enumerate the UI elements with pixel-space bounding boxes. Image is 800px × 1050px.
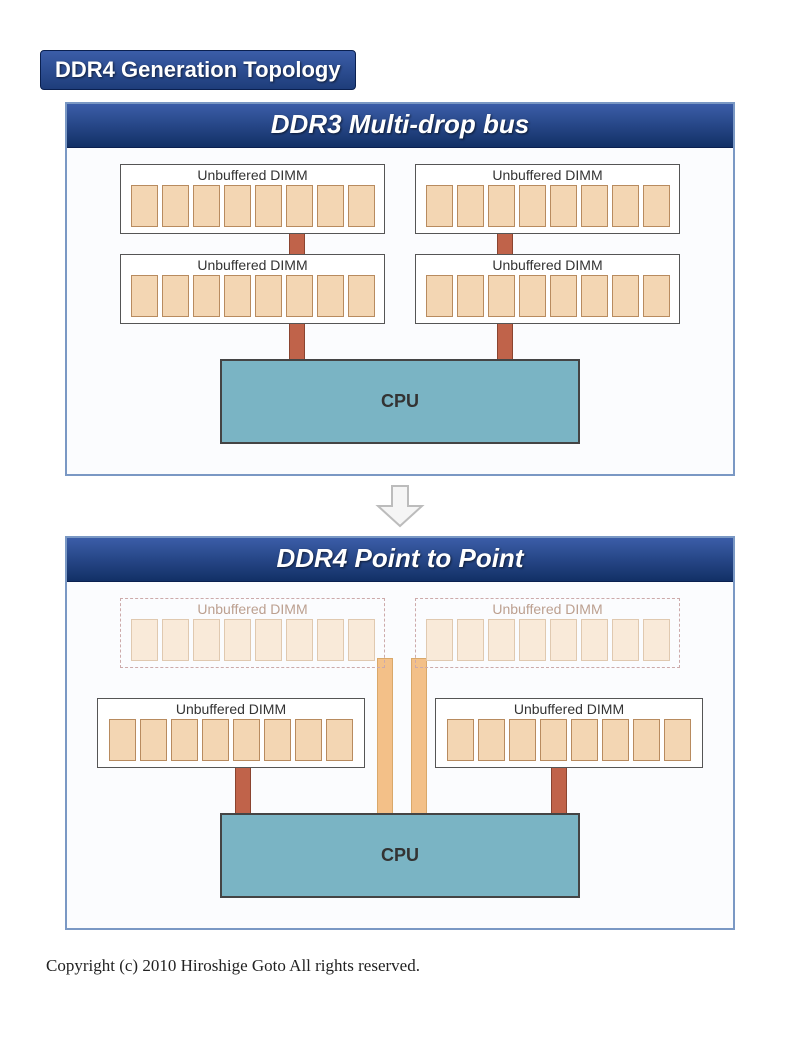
dimm-solid-right: Unbuffered DIMM	[435, 698, 703, 768]
panel2-body: Unbuffered DIMM Unbuffered DIMM Unbuffer…	[67, 598, 733, 898]
dimm-label: Unbuffered DIMM	[492, 167, 602, 183]
dimm-label: Unbuffered DIMM	[492, 257, 602, 273]
panel-ddr3: DDR3 Multi-drop bus Unbuffered DIMM Unbu…	[65, 102, 735, 476]
cpu-ddr4: CPU	[220, 813, 580, 898]
dimm-label: Unbuffered DIMM	[492, 601, 602, 617]
dimm-solid-left: Unbuffered DIMM	[97, 698, 365, 768]
chips	[131, 185, 375, 227]
cpu-ddr3: CPU	[220, 359, 580, 444]
dimm-label: Unbuffered DIMM	[197, 257, 307, 273]
bus-solid-left	[235, 763, 251, 818]
copyright-text: Copyright (c) 2010 Hiroshige Goto All ri…	[46, 956, 760, 976]
dimm-label: Unbuffered DIMM	[197, 601, 307, 617]
chip	[131, 185, 158, 227]
dimm-row2: Unbuffered DIMM Unbuffered DIMM	[67, 254, 733, 324]
dimm-row2-solid: Unbuffered DIMM Unbuffered DIMM	[67, 698, 733, 768]
panel1-body: Unbuffered DIMM Unbuffered DIMM Unbuffer…	[67, 164, 733, 444]
dimm-label: Unbuffered DIMM	[514, 701, 624, 717]
transition-arrow	[40, 482, 760, 530]
dimm-label: Unbuffered DIMM	[176, 701, 286, 717]
dimm-r2-left: Unbuffered DIMM	[120, 254, 385, 324]
panel-ddr4: DDR4 Point to Point Unbuffered DIMM Unbu…	[65, 536, 735, 930]
dimm-r1-left: Unbuffered DIMM	[120, 164, 385, 234]
dimm-row1-faded: Unbuffered DIMM Unbuffered DIMM	[67, 598, 733, 668]
dimm-label: Unbuffered DIMM	[197, 167, 307, 183]
panel2-header: DDR4 Point to Point	[67, 538, 733, 582]
panel1-header: DDR3 Multi-drop bus	[67, 104, 733, 148]
page-title: DDR4 Generation Topology	[40, 50, 356, 90]
bus-solid-right	[551, 763, 567, 818]
dimm-r1-right: Unbuffered DIMM	[415, 164, 680, 234]
chips	[426, 185, 670, 227]
dimm-row1: Unbuffered DIMM Unbuffered DIMM	[67, 164, 733, 234]
dimm-r2-right: Unbuffered DIMM	[415, 254, 680, 324]
dimm-faded-left: Unbuffered DIMM	[120, 598, 385, 668]
dimm-faded-right: Unbuffered DIMM	[415, 598, 680, 668]
